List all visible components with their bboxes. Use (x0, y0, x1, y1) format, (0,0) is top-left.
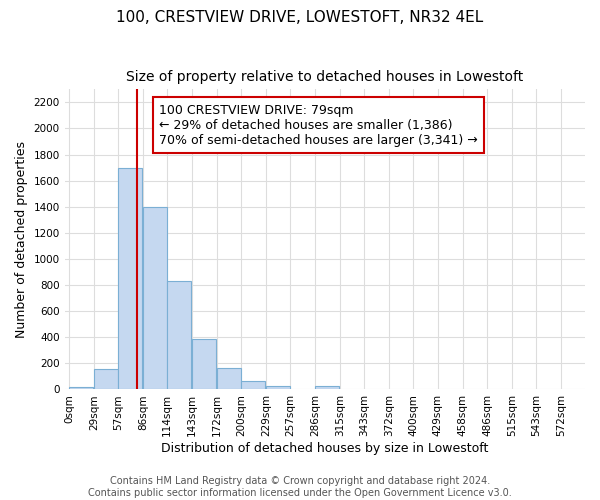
Bar (118, 168, 142, 390)
Y-axis label: Number of detached properties: Number of detached properties (15, 141, 28, 338)
Bar (94, 369, 118, 390)
Text: 100 CRESTVIEW DRIVE: 79sqm
← 29% of detached houses are smaller (1,386)
70% of s: 100 CRESTVIEW DRIVE: 79sqm ← 29% of deta… (159, 104, 478, 146)
Text: Contains HM Land Registry data © Crown copyright and database right 2024.
Contai: Contains HM Land Registry data © Crown c… (88, 476, 512, 498)
Bar (266, 386, 290, 390)
Bar (217, 368, 241, 390)
Bar (315, 386, 339, 390)
Title: Size of property relative to detached houses in Lowestoft: Size of property relative to detached ho… (126, 70, 523, 84)
Bar (192, 339, 216, 390)
Bar (241, 381, 265, 390)
Bar (69, 387, 93, 390)
Text: 100, CRESTVIEW DRIVE, LOWESTOFT, NR32 4EL: 100, CRESTVIEW DRIVE, LOWESTOFT, NR32 4E… (116, 10, 484, 25)
X-axis label: Distribution of detached houses by size in Lowestoft: Distribution of detached houses by size … (161, 442, 488, 455)
Bar (167, 281, 191, 390)
Bar (143, 208, 167, 390)
